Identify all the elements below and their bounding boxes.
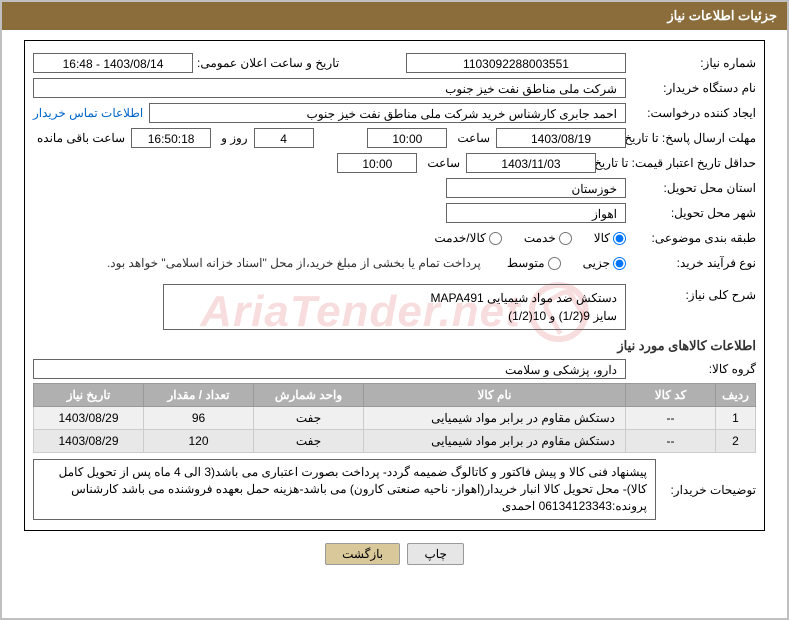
need-description: دستکش ضد مواد شیمیایی MAPA491 سایز 9(1/2… xyxy=(163,284,626,330)
need-number-label: شماره نیاز: xyxy=(626,56,756,70)
cell-unit: جفت xyxy=(254,430,364,453)
requester-label: ایجاد کننده درخواست: xyxy=(626,106,756,120)
th-date: تاریخ نیاز xyxy=(34,384,144,407)
deadline-date: 1403/08/19 xyxy=(496,128,626,148)
cell-idx: 2 xyxy=(716,430,756,453)
radio-both-label: کالا/خدمت xyxy=(434,231,485,245)
details-panel: شماره نیاز: 1103092288003551 تاریخ و ساع… xyxy=(24,40,765,531)
print-button[interactable]: چاپ xyxy=(407,543,463,565)
th-qty: تعداد / مقدار xyxy=(144,384,254,407)
radio-small[interactable] xyxy=(613,257,626,270)
th-idx: ردیف xyxy=(716,384,756,407)
th-code: کد کالا xyxy=(626,384,716,407)
buyer-org-label: نام دستگاه خریدار: xyxy=(626,81,756,95)
button-bar: چاپ بازگشت xyxy=(2,543,787,565)
province-label: استان محل تحویل: xyxy=(626,181,756,195)
remaining-days: 4 xyxy=(254,128,314,148)
table-row: 2 -- دستکش مقاوم در برابر مواد شیمیایی ج… xyxy=(34,430,756,453)
radio-service-label: خدمت xyxy=(524,231,556,245)
radio-medium[interactable] xyxy=(548,257,561,270)
radio-both[interactable] xyxy=(489,232,502,245)
goods-group: دارو، پزشکی و سلامت xyxy=(33,359,626,379)
radio-small-label: جزیی xyxy=(583,256,610,270)
remaining-time: 16:50:18 xyxy=(131,128,211,148)
cell-idx: 1 xyxy=(716,407,756,430)
table-row: 1 -- دستکش مقاوم در برابر مواد شیمیایی ج… xyxy=(34,407,756,430)
radio-service[interactable] xyxy=(559,232,572,245)
items-section-title: اطلاعات کالاهای مورد نیاز xyxy=(33,338,756,354)
desc-line1: دستکش ضد مواد شیمیایی MAPA491 xyxy=(172,289,617,307)
time-label-2: ساعت xyxy=(423,156,460,170)
cell-qty: 120 xyxy=(144,430,254,453)
city: اهواز xyxy=(446,203,626,223)
requester: احمد جابری کارشناس خرید شرکت ملی مناطق ن… xyxy=(149,103,626,123)
deadline-time: 10:00 xyxy=(367,128,447,148)
purchase-type-label: نوع فرآیند خرید: xyxy=(626,256,756,270)
th-name: نام کالا xyxy=(364,384,626,407)
days-and: روز و xyxy=(217,131,248,145)
radio-medium-label: متوسط xyxy=(507,256,545,270)
remaining-label: ساعت باقی مانده xyxy=(33,131,125,145)
purchase-type-group: جزیی متوسط xyxy=(489,256,626,270)
need-number: 1103092288003551 xyxy=(406,53,626,73)
buyer-note-label: توضیحات خریدار: xyxy=(656,459,756,520)
validity-date: 1403/11/03 xyxy=(466,153,596,173)
cell-name: دستکش مقاوم در برابر مواد شیمیایی xyxy=(364,430,626,453)
buyer-contact-link[interactable]: اطلاعات تماس خریدار xyxy=(33,106,143,120)
radio-goods-label: کالا xyxy=(594,231,610,245)
time-label-1: ساعت xyxy=(453,131,490,145)
province: خوزستان xyxy=(446,178,626,198)
cell-code: -- xyxy=(626,407,716,430)
payment-note: پرداخت تمام یا بخشی از مبلغ خرید،از محل … xyxy=(107,256,481,270)
goods-group-label: گروه کالا: xyxy=(626,362,756,376)
cell-date: 1403/08/29 xyxy=(34,407,144,430)
category-radio-group: کالا خدمت کالا/خدمت xyxy=(416,231,626,245)
validity-label: حداقل تاریخ اعتبار قیمت: تا تاریخ: xyxy=(596,156,756,170)
cell-code: -- xyxy=(626,430,716,453)
items-table: ردیف کد کالا نام کالا واحد شمارش تعداد /… xyxy=(33,383,756,453)
desc-line2: سایز 9(1/2) و 10(1/2) xyxy=(172,307,617,325)
announce-label: تاریخ و ساعت اعلان عمومی: xyxy=(193,56,339,70)
back-button[interactable]: بازگشت xyxy=(325,543,400,565)
announce-datetime: 1403/08/14 - 16:48 xyxy=(33,53,193,73)
page-header: جزئیات اطلاعات نیاز xyxy=(2,2,787,30)
cell-date: 1403/08/29 xyxy=(34,430,144,453)
validity-time: 10:00 xyxy=(337,153,417,173)
buyer-org: شرکت ملی مناطق نفت خیز جنوب xyxy=(33,78,626,98)
cell-name: دستکش مقاوم در برابر مواد شیمیایی xyxy=(364,407,626,430)
city-label: شهر محل تحویل: xyxy=(626,206,756,220)
buyer-note: پیشنهاد فنی کالا و پیش فاکتور و کاتالوگ … xyxy=(33,459,656,520)
cell-qty: 96 xyxy=(144,407,254,430)
category-label: طبقه بندی موضوعی: xyxy=(626,231,756,245)
radio-goods[interactable] xyxy=(613,232,626,245)
desc-label: شرح کلی نیاز: xyxy=(626,284,756,302)
cell-unit: جفت xyxy=(254,407,364,430)
th-unit: واحد شمارش xyxy=(254,384,364,407)
deadline-label: مهلت ارسال پاسخ: تا تاریخ: xyxy=(626,131,756,145)
